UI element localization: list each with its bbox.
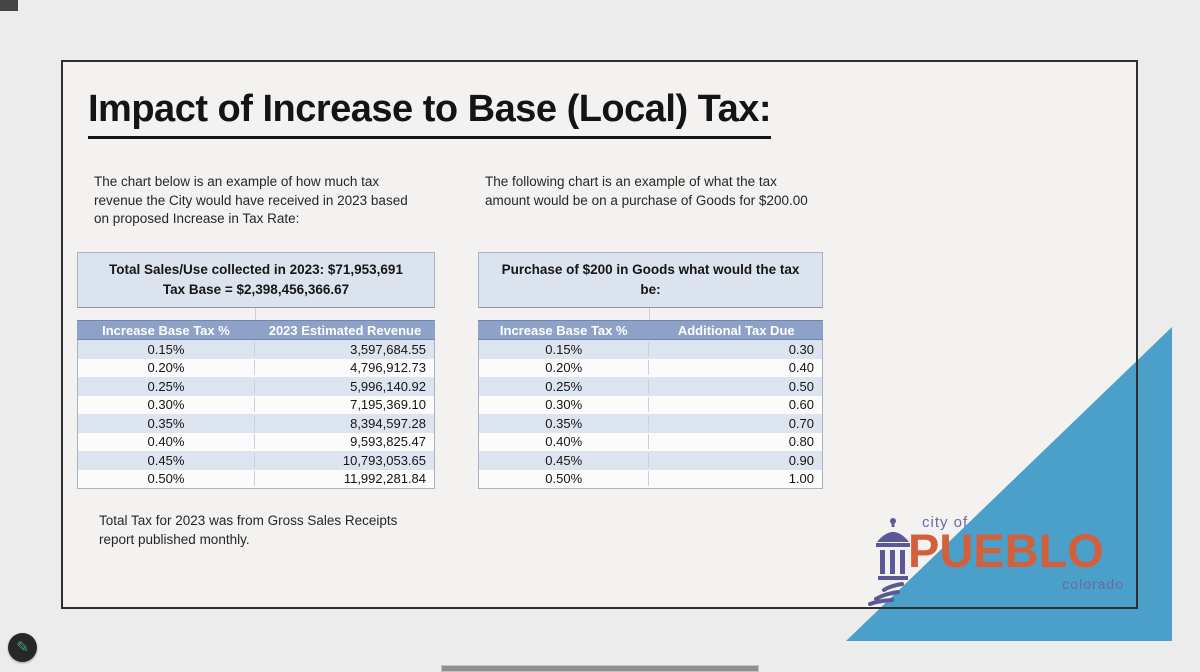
logo-name: PUEBLO bbox=[908, 524, 1104, 577]
table-row: 0.50% 1.00 bbox=[479, 469, 822, 488]
cell-pct: 0.20% bbox=[78, 360, 255, 376]
cell-value: 9,593,825.47 bbox=[350, 434, 426, 450]
table-row: 0.45% 0.90 bbox=[479, 451, 822, 470]
table-row: 0.40% 0.80 bbox=[479, 432, 822, 451]
column-header: Additional Tax Due bbox=[677, 322, 795, 338]
cell-pct: 0.25% bbox=[479, 378, 650, 394]
cell-pct: 0.45% bbox=[78, 452, 255, 468]
table-spacer bbox=[77, 308, 435, 320]
table-row: 0.30% 0.60 bbox=[479, 395, 822, 414]
table-row: 0.20% 0.40 bbox=[479, 358, 822, 377]
teal-corner-triangle bbox=[846, 327, 1172, 641]
column-header: Increase Base Tax % bbox=[499, 322, 628, 338]
caption-text: Purchase of $200 in Goods what would the… bbox=[501, 262, 800, 297]
table-row: 0.20% 4,796,912.73 bbox=[78, 358, 434, 377]
cell-pct: 0.45% bbox=[479, 452, 650, 468]
revenue-table-body: 0.15% 3,597,684.55 0.20% 4,796,912.73 0.25… bbox=[77, 340, 435, 489]
cell-value: 0.80 bbox=[788, 434, 814, 450]
cell-value: 0.30 bbox=[788, 341, 814, 357]
cell-value: 7,195,369.10 bbox=[350, 397, 426, 413]
tax-due-table-header: Increase Base Tax % Additional Tax Due bbox=[478, 320, 823, 340]
annotate-edit-button[interactable]: ✎ bbox=[8, 633, 37, 662]
pueblo-logo: city of PUEBLO colorado bbox=[866, 510, 1138, 615]
table-row: 0.25% 5,996,140.92 bbox=[78, 377, 434, 396]
cell-value: 4,796,912.73 bbox=[350, 360, 426, 376]
caption-line1: Total Sales/Use collected in 2023: $71,9… bbox=[109, 262, 403, 278]
table-spacer bbox=[478, 308, 823, 320]
table-row: 0.45% 10,793,053.65 bbox=[78, 451, 434, 470]
cell-pct: 0.30% bbox=[479, 397, 650, 413]
cell-value: 0.50 bbox=[788, 378, 814, 394]
caption-line2: Tax Base = $2,398,456,366.67 bbox=[162, 282, 350, 297]
intro-text-right: The following chart is an example of wha… bbox=[485, 174, 808, 208]
cell-pct: 0.20% bbox=[479, 360, 650, 376]
cell-pct: 0.35% bbox=[78, 415, 255, 431]
cell-value: 5,996,140.92 bbox=[350, 378, 426, 394]
cell-value: 1.00 bbox=[788, 471, 814, 487]
table-row: 0.40% 9,593,825.47 bbox=[78, 432, 434, 451]
revenue-table-header: Increase Base Tax % 2023 Estimated Reven… bbox=[77, 320, 435, 340]
screen-corner-artifact bbox=[0, 0, 18, 11]
column-header: Increase Base Tax % bbox=[102, 322, 230, 338]
cell-value: 10,793,053.65 bbox=[342, 452, 426, 468]
dome-icon bbox=[866, 514, 918, 611]
cell-pct: 0.15% bbox=[479, 341, 650, 357]
horizontal-scrollbar[interactable] bbox=[441, 665, 759, 672]
cell-pct: 0.35% bbox=[479, 415, 650, 431]
slide: Impact of Increase to Base (Local) Tax: … bbox=[61, 60, 1138, 609]
cell-value: 8,394,597.28 bbox=[350, 415, 426, 431]
cell-value: 3,597,684.55 bbox=[350, 341, 426, 357]
table-row: 0.35% 0.70 bbox=[479, 414, 822, 433]
logo-state: colorado bbox=[1062, 576, 1124, 592]
intro-text-left: The chart below is an example of how muc… bbox=[94, 174, 408, 227]
logo-city-of: city of bbox=[922, 514, 969, 531]
column-header: 2023 Estimated Revenue bbox=[268, 322, 422, 338]
table-row: 0.35% 8,394,597.28 bbox=[78, 414, 434, 433]
table-row: 0.15% 3,597,684.55 bbox=[78, 340, 434, 359]
cell-value: 0.40 bbox=[788, 360, 814, 376]
cell-value: 0.90 bbox=[788, 452, 814, 468]
page-title: Impact of Increase to Base (Local) Tax: bbox=[88, 88, 772, 139]
revenue-table: Total Sales/Use collected in 2023: $71,9… bbox=[77, 252, 435, 489]
cell-pct: 0.40% bbox=[479, 434, 650, 450]
cell-pct: 0.40% bbox=[78, 434, 255, 450]
table-row: 0.50% 11,992,281.84 bbox=[78, 469, 434, 488]
cell-pct: 0.50% bbox=[479, 471, 650, 487]
tax-due-table: Purchase of $200 in Goods what would the… bbox=[478, 252, 823, 489]
cell-value: 0.60 bbox=[788, 397, 814, 413]
cell-pct: 0.15% bbox=[78, 341, 255, 357]
table-row: 0.30% 7,195,369.10 bbox=[78, 395, 434, 414]
tax-due-table-body: 0.15% 0.30 0.20% 0.40 0.25% 0.50 0.30% 0.60 … bbox=[478, 340, 823, 489]
cell-value: 0.70 bbox=[788, 415, 814, 431]
pencil-icon: ✎ bbox=[16, 639, 29, 656]
table-row: 0.15% 0.30 bbox=[479, 340, 822, 359]
table-row: 0.25% 0.50 bbox=[479, 377, 822, 396]
footnote-text: Total Tax for 2023 was from Gross Sales … bbox=[99, 513, 398, 547]
tax-due-table-caption: Purchase of $200 in Goods what would the… bbox=[478, 252, 823, 308]
cell-pct: 0.25% bbox=[78, 378, 255, 394]
cell-pct: 0.30% bbox=[78, 397, 255, 413]
revenue-table-caption: Total Sales/Use collected in 2023: $71,9… bbox=[77, 252, 435, 308]
cell-pct: 0.50% bbox=[78, 471, 255, 487]
cell-value: 11,992,281.84 bbox=[343, 471, 426, 487]
